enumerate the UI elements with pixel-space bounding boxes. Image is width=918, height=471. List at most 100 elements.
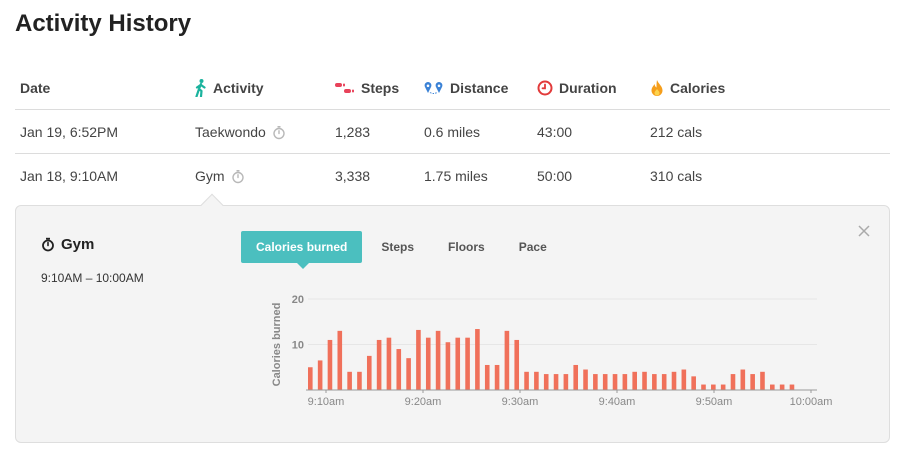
activity-detail-panel: Gym 9:10AM – 10:00AM Calories burned Ste…	[15, 193, 890, 443]
bar	[622, 374, 628, 390]
row-distance: 1.75 miles	[424, 168, 488, 184]
detail-time-range: 9:10AM – 10:00AM	[41, 271, 144, 285]
x-tick-label: 10:00am	[790, 396, 832, 408]
header-activity-label: Activity	[213, 80, 264, 96]
bar	[760, 371, 765, 390]
bar	[406, 358, 411, 390]
bar	[642, 371, 647, 390]
stopwatch-icon	[272, 125, 286, 140]
header-calories[interactable]: Calories	[650, 66, 725, 110]
bar	[376, 339, 382, 390]
bar	[317, 360, 323, 390]
x-tick-label: 9:50am	[696, 396, 733, 408]
detail-title: Gym	[41, 236, 94, 253]
chart-tabs: Calories burned Steps Floors Pace	[241, 231, 564, 269]
flame-icon	[650, 79, 664, 97]
bar	[661, 374, 667, 390]
row-duration: 43:00	[537, 124, 573, 140]
row-duration: 50:00	[537, 168, 573, 184]
bar	[671, 371, 677, 390]
row-activity-label: Taekwondo	[195, 124, 266, 140]
detail-title-label: Gym	[61, 236, 95, 253]
bar	[435, 330, 441, 390]
calories-bar-chart: 10 20 Calories burned 9:10am 9:20am 9:30am 9:4…	[271, 294, 832, 408]
bar	[366, 355, 372, 390]
row-steps: 1,283	[335, 124, 371, 140]
table-header: Date Activity Steps	[15, 66, 890, 110]
header-calories-label: Calories	[670, 80, 726, 96]
bar	[691, 376, 696, 390]
header-date-label: Date	[20, 80, 51, 96]
row-distance: 0.6 miles	[424, 124, 481, 140]
x-tick-label: 9:20am	[405, 396, 442, 408]
tab-steps[interactable]: Steps	[381, 240, 415, 254]
bar	[484, 364, 490, 390]
header-distance[interactable]: Distance	[424, 66, 508, 110]
header-steps[interactable]: Steps	[335, 66, 399, 110]
bar	[534, 371, 539, 390]
x-tick-label: 9:40am	[599, 396, 636, 408]
bar	[425, 337, 431, 390]
x-tick-label: 9:30am	[502, 396, 539, 408]
page-title: Activity History	[15, 10, 192, 37]
header-distance-label: Distance	[450, 80, 509, 96]
row-activity-label: Gym	[195, 168, 225, 184]
bar	[327, 339, 333, 390]
bar	[612, 374, 618, 390]
row-activity: Gym	[195, 154, 245, 198]
x-tick-label: 9:10am	[308, 396, 345, 408]
tab-floors[interactable]: Floors	[448, 240, 485, 254]
bar	[602, 374, 608, 390]
bar	[543, 374, 549, 390]
bar	[386, 337, 392, 390]
bar	[720, 384, 726, 390]
bar	[455, 337, 461, 390]
y-tick-label: 20	[292, 294, 304, 306]
map-pins-icon	[424, 82, 444, 94]
header-activity[interactable]: Activity	[195, 66, 264, 110]
stopwatch-icon	[231, 169, 245, 184]
clock-icon	[537, 80, 553, 96]
footprints-icon	[335, 82, 355, 94]
row-activity: Taekwondo	[195, 110, 286, 154]
close-icon	[858, 225, 870, 237]
bar	[347, 371, 352, 390]
row-calories: 310 cals	[650, 168, 703, 184]
bar	[701, 384, 706, 390]
stopwatch-icon	[41, 237, 55, 252]
row-date: Jan 19, 6:52PM	[20, 124, 119, 140]
bar	[730, 374, 736, 390]
bar	[504, 330, 510, 390]
header-duration[interactable]: Duration	[537, 66, 617, 110]
bar	[750, 374, 755, 390]
bar	[573, 364, 579, 390]
walking-person-icon	[195, 79, 207, 97]
bar	[416, 329, 421, 390]
bar	[681, 369, 687, 390]
tab-calories-burned[interactable]: Calories burned	[241, 231, 363, 269]
bar	[632, 371, 637, 390]
y-tick-label: 10	[292, 340, 304, 352]
bar	[337, 330, 343, 390]
bar	[357, 371, 362, 390]
header-duration-label: Duration	[559, 80, 617, 96]
bar	[475, 329, 480, 390]
bar	[583, 369, 588, 390]
table-row[interactable]: Jan 18, 9:10AM Gym 3,338 1.75 miles 50:0…	[15, 154, 890, 198]
bar	[445, 342, 451, 390]
bar	[711, 384, 716, 390]
activity-table: Date Activity Steps	[15, 66, 890, 198]
row-calories: 212 cals	[650, 124, 703, 140]
bar	[789, 384, 795, 390]
tab-pace[interactable]: Pace	[518, 240, 547, 254]
header-date[interactable]: Date	[20, 66, 50, 110]
bar	[494, 364, 500, 390]
bar	[779, 384, 785, 390]
bar	[593, 374, 598, 390]
bar	[396, 349, 402, 390]
table-row[interactable]: Jan 19, 6:52PM Taekwondo 1,283 0.6 miles…	[15, 110, 890, 154]
close-button[interactable]	[857, 224, 871, 238]
bar	[308, 367, 313, 390]
header-steps-label: Steps	[361, 80, 400, 96]
bar	[553, 374, 559, 390]
